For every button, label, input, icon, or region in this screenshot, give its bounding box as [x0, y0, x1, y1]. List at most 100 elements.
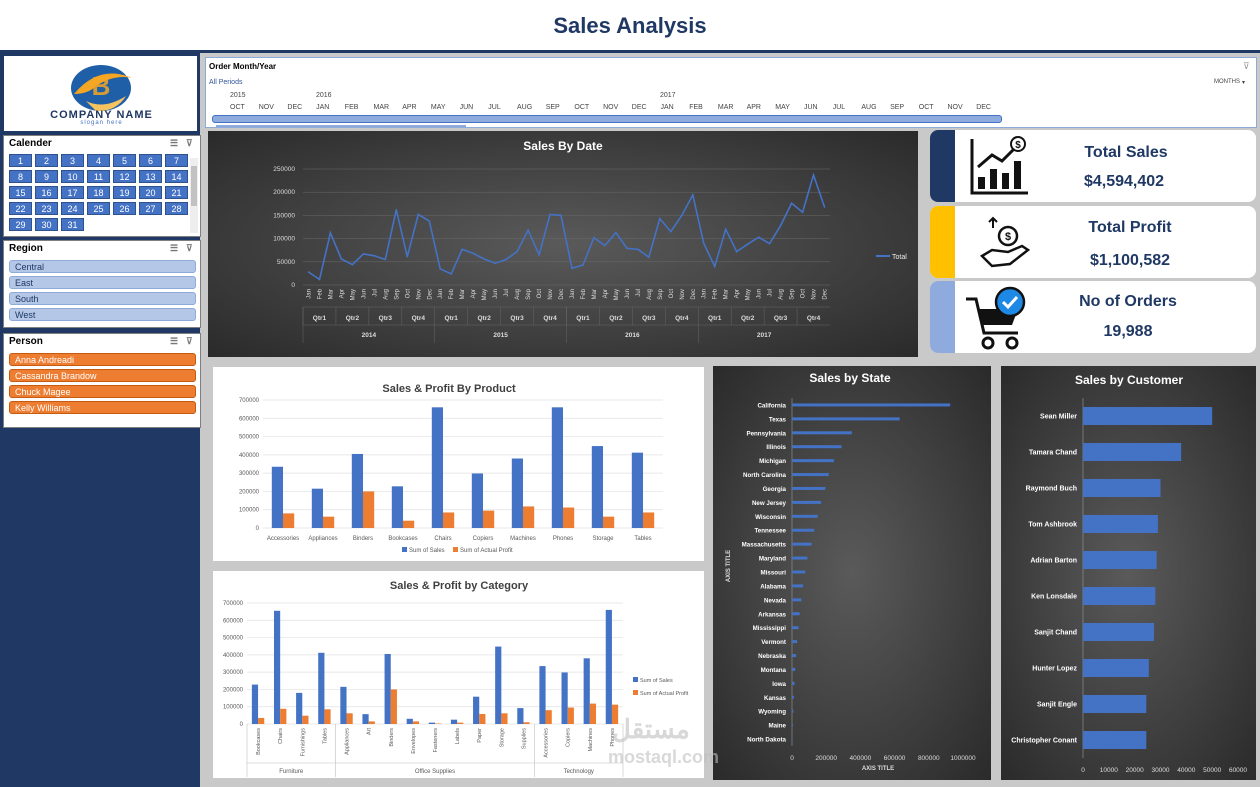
sales-bar	[605, 609, 612, 724]
y-tick-label: 250000	[273, 166, 295, 173]
timeline-month-label[interactable]: OCT	[574, 104, 590, 111]
y-tick-label: 400000	[239, 453, 260, 459]
timeline-month-label[interactable]: JUL	[488, 104, 501, 111]
calendar-day-button[interactable]: 25	[87, 202, 110, 215]
timeline-month-label[interactable]: FEB	[344, 104, 359, 111]
timeline-month-label[interactable]: DEC	[631, 104, 647, 111]
calendar-day-button[interactable]: 16	[35, 186, 58, 199]
timeline-month-label[interactable]: DEC	[976, 104, 991, 111]
timeline-month-label[interactable]: JAN	[316, 104, 330, 111]
timeline-month-label[interactable]: JUL	[832, 104, 846, 111]
timeline-month-label[interactable]: JUN	[459, 104, 474, 111]
x-tick-label: Machines	[588, 728, 594, 752]
calendar-day-button[interactable]: 6	[139, 154, 162, 167]
chevron-down-icon[interactable]: ▾	[1242, 80, 1246, 86]
calendar-day-button[interactable]: 23	[35, 202, 58, 215]
clear-filter-icon[interactable]: ⊽	[1243, 61, 1250, 71]
calendar-day-button[interactable]: 20	[139, 186, 162, 199]
calendar-day-button[interactable]: 9	[35, 170, 58, 183]
timeline-month-label[interactable]: FEB	[689, 104, 703, 111]
clear-filter-icon[interactable]: ⊽	[186, 138, 193, 148]
calendar-day-button[interactable]: 7	[165, 154, 188, 167]
timeline-month-label[interactable]: SEP	[545, 104, 560, 111]
timeline-month-label[interactable]: MAY	[430, 104, 446, 111]
region-item-button[interactable]: West	[9, 308, 196, 321]
multi-select-icon[interactable]: ☰	[170, 336, 179, 346]
timeline-month-label[interactable]: NOV	[258, 104, 274, 111]
timeline-month-label[interactable]: MAY	[775, 104, 790, 111]
calendar-day-button[interactable]: 2	[35, 154, 58, 167]
calendar-day-button[interactable]: 26	[113, 202, 136, 215]
value-bar	[792, 723, 793, 727]
calendar-day-button[interactable]: 29	[9, 218, 32, 231]
calendar-day-button[interactable]: 10	[61, 170, 84, 183]
x-tick-label: Envelopes	[411, 728, 417, 754]
timeline-scrollbar[interactable]	[216, 125, 466, 127]
timeline-month-label[interactable]: JAN	[660, 104, 674, 111]
timeline-month-label[interactable]: SEP	[890, 104, 905, 111]
calendar-day-button[interactable]: 13	[139, 170, 162, 183]
timeline-month-label[interactable]: AUG	[861, 104, 877, 111]
calendar-day-button[interactable]: 17	[61, 186, 84, 199]
calendar-day-button[interactable]: 18	[87, 186, 110, 199]
y-tick-label: California	[757, 402, 786, 409]
timeline-month-label[interactable]: AUG	[517, 104, 533, 111]
sales-bar	[551, 407, 563, 528]
calendar-day-button[interactable]: 28	[165, 202, 188, 215]
calendar-day-button[interactable]: 21	[165, 186, 188, 199]
timeline-month-label[interactable]: DEC	[287, 104, 303, 111]
region-item-button[interactable]: Central	[9, 260, 196, 273]
calendar-day-button[interactable]: 1	[9, 154, 32, 167]
y-tick-label: 100000	[273, 236, 295, 243]
region-item-button[interactable]: South	[9, 292, 196, 305]
x-tick-label: 50000	[1203, 767, 1221, 774]
calendar-scrollbar[interactable]	[190, 158, 198, 233]
clear-filter-icon[interactable]: ⊽	[186, 243, 193, 253]
multi-select-icon[interactable]: ☰	[170, 138, 179, 148]
calendar-day-button[interactable]: 5	[113, 154, 136, 167]
calendar-day-button[interactable]: 11	[87, 170, 110, 183]
person-item-button[interactable]: Anna Andreadi	[9, 353, 196, 366]
multi-select-icon[interactable]: ☰	[170, 243, 179, 253]
chart-title: Sales by State	[809, 371, 891, 385]
calendar-day-button[interactable]: 27	[139, 202, 162, 215]
month-tick-label: Nov	[680, 289, 686, 300]
timeline-month-label[interactable]: NOV	[947, 104, 963, 111]
profit-bar	[603, 516, 615, 528]
sales-bar	[351, 453, 363, 528]
sales-bar	[251, 684, 259, 724]
calendar-day-button[interactable]: 22	[9, 202, 32, 215]
calendar-day-button[interactable]: 3	[61, 154, 84, 167]
sales-bar	[406, 718, 413, 724]
timeline-month-label[interactable]: MAR	[717, 104, 734, 111]
calendar-day-button[interactable]: 4	[87, 154, 110, 167]
timeline-month-label[interactable]: JUN	[804, 104, 818, 111]
timeline-range-bar[interactable]	[212, 115, 1002, 123]
timeline-month-label[interactable]: OCT	[230, 104, 245, 111]
timeline-month-label[interactable]: APR	[402, 104, 417, 111]
value-bar	[792, 570, 806, 574]
timeline-month-label[interactable]: OCT	[918, 104, 934, 111]
clear-filter-icon[interactable]: ⊽	[186, 336, 193, 346]
calendar-day-button[interactable]: 19	[113, 186, 136, 199]
region-item-button[interactable]: East	[9, 276, 196, 289]
timeline-month-label[interactable]: APR	[746, 104, 761, 111]
legend-swatch	[633, 677, 638, 682]
x-tick-label: Appliances	[308, 536, 337, 542]
calendar-day-button[interactable]: 14	[165, 170, 188, 183]
calendar-day-button[interactable]: 15	[9, 186, 32, 199]
y-tick-label: Christopher Conant	[1011, 738, 1077, 745]
calendar-day-button[interactable]: 30	[35, 218, 58, 231]
calendar-day-button[interactable]: 24	[61, 202, 84, 215]
timeline-selection[interactable]: All Periods	[209, 79, 243, 86]
calendar-day-button[interactable]: 8	[9, 170, 32, 183]
timeline-month-label[interactable]: NOV	[603, 104, 619, 111]
calendar-day-button[interactable]: 12	[113, 170, 136, 183]
person-item-button[interactable]: Chuck Magee	[9, 385, 196, 398]
calendar-day-button[interactable]: 31	[61, 218, 84, 231]
timeline-level[interactable]: MONTHS	[1214, 79, 1240, 85]
timeline-month-label[interactable]: MAR	[373, 104, 390, 111]
line-point	[746, 243, 749, 245]
person-item-button[interactable]: Cassandra Brandow	[9, 369, 196, 382]
person-item-button[interactable]: Kelly Williams	[9, 401, 196, 414]
